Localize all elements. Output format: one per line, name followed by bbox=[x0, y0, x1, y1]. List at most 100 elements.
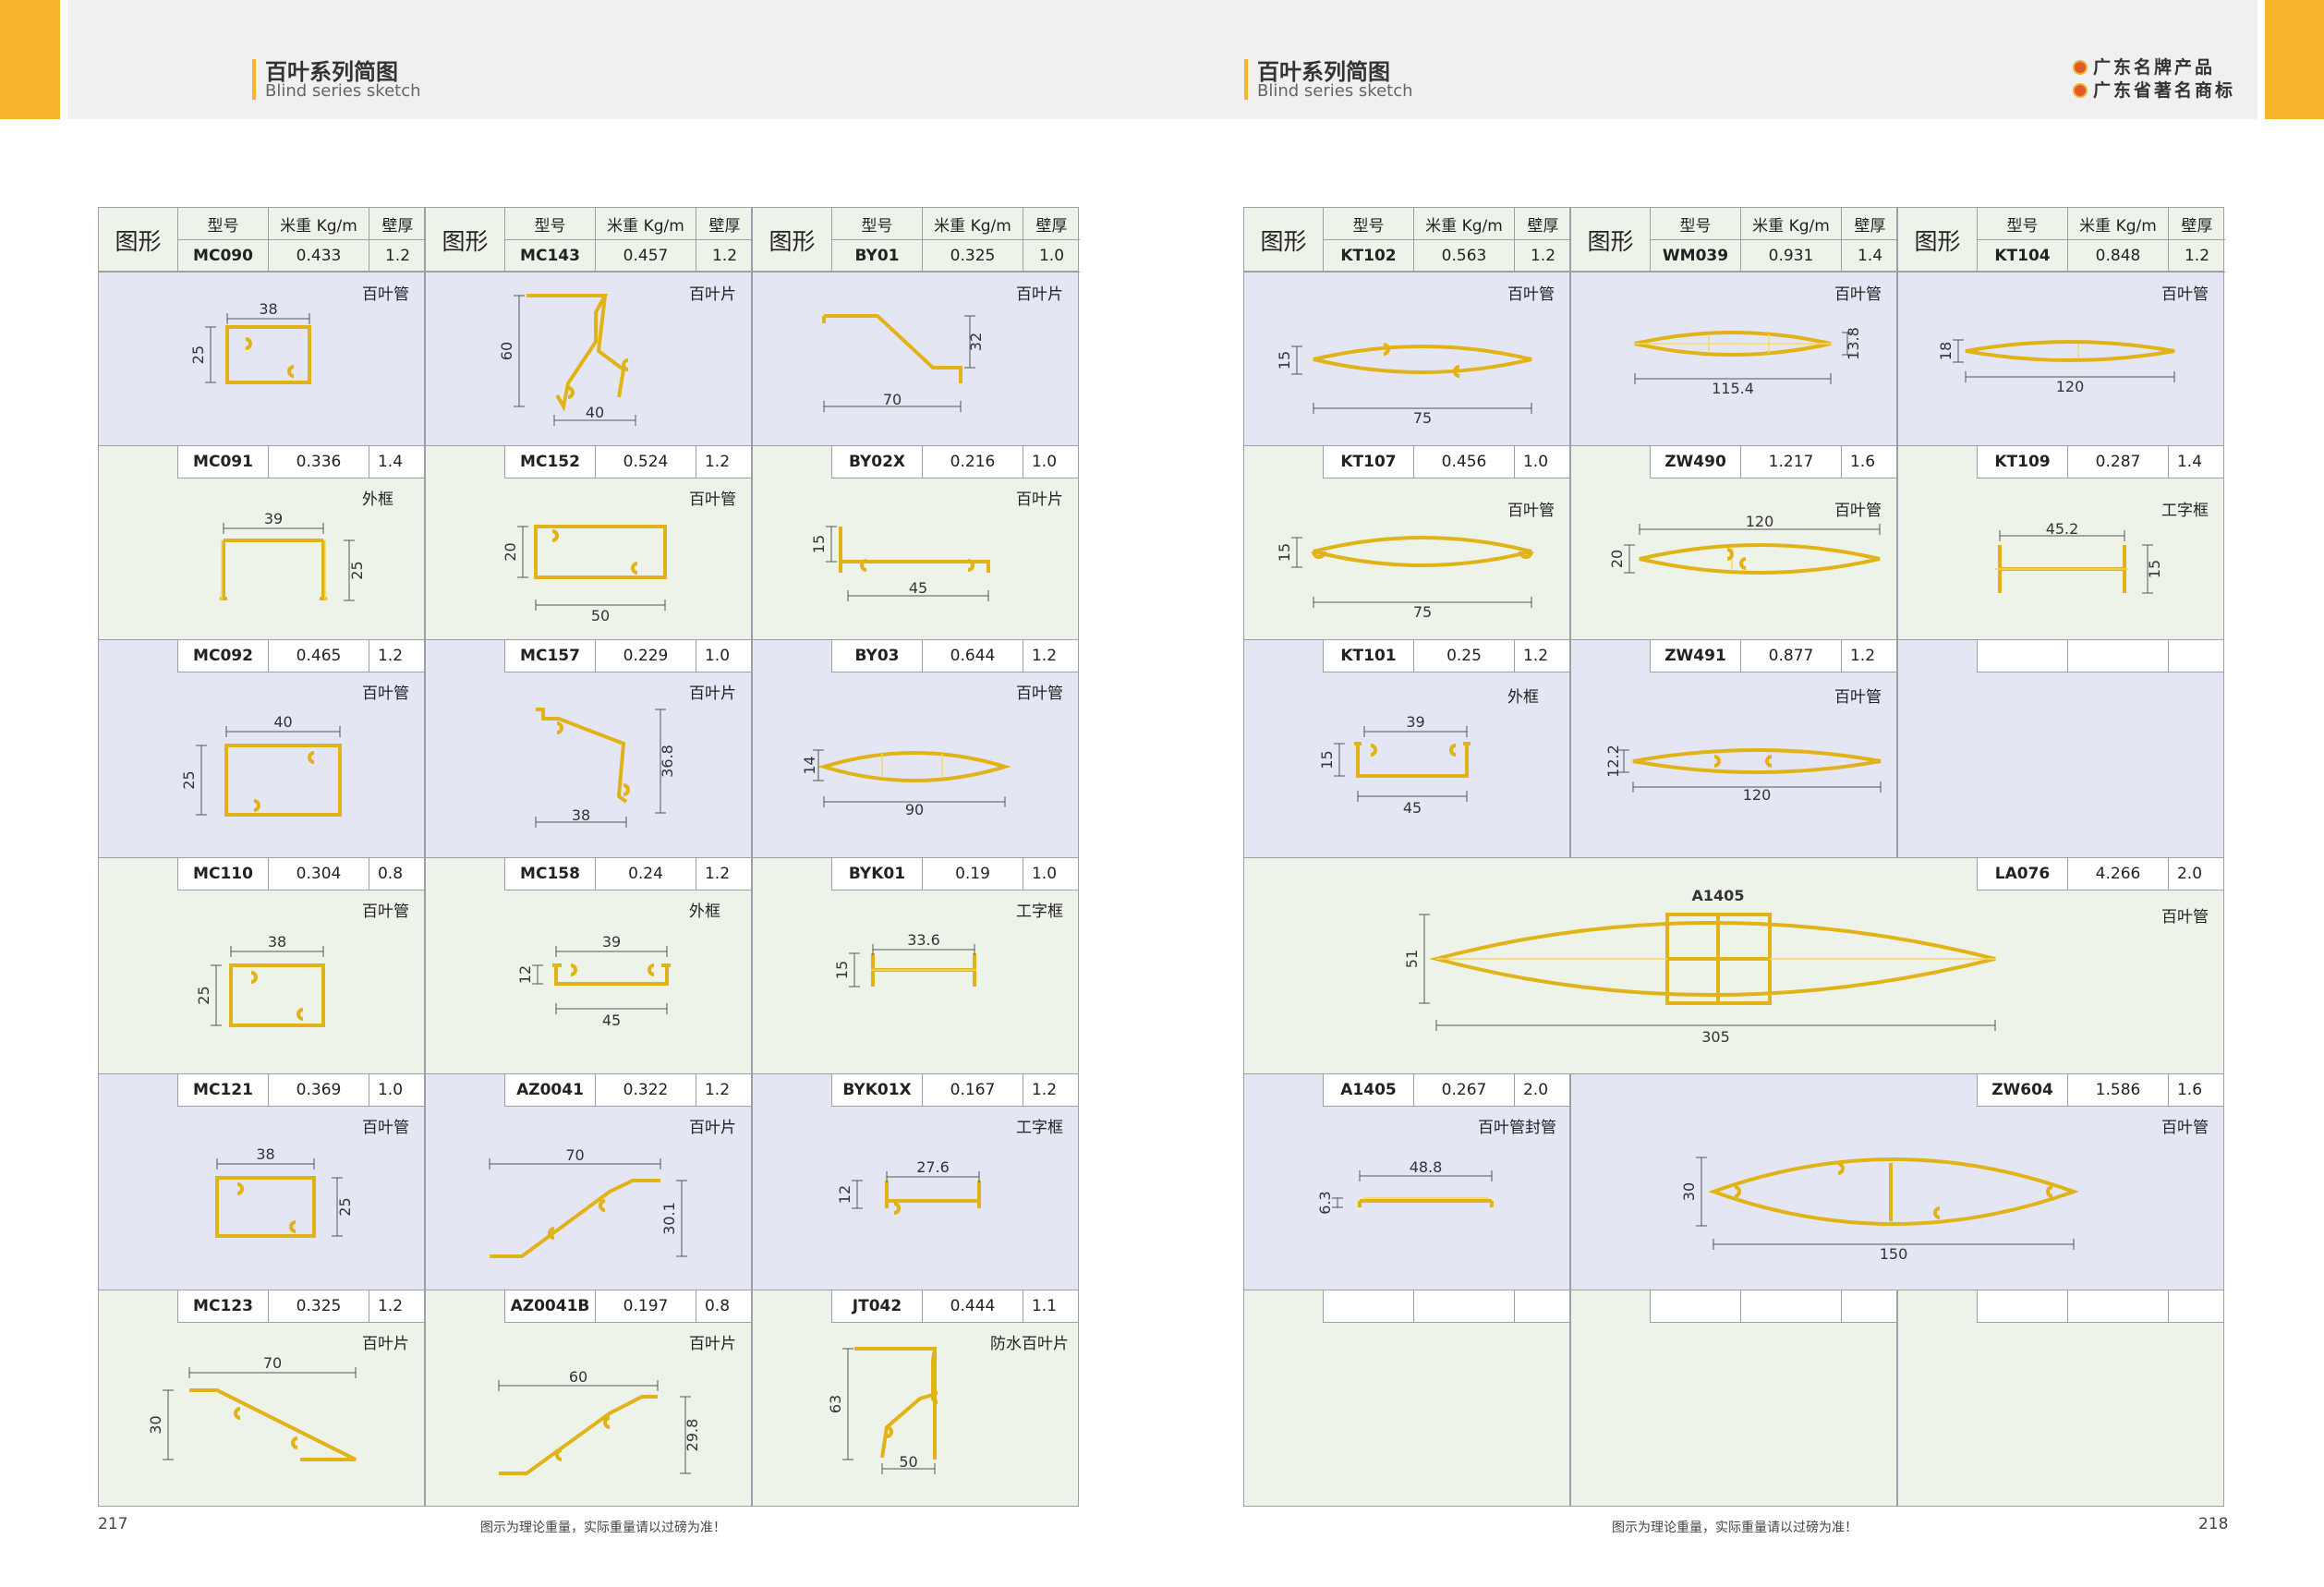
profile-outline bbox=[885, 1181, 981, 1208]
model-value: BY02X bbox=[832, 446, 923, 478]
profile-type-label: 工字框 bbox=[2161, 502, 2209, 520]
weight-value: 0.456 bbox=[1414, 446, 1515, 478]
spec-row: MC121 0.369 1.0 bbox=[177, 1073, 425, 1107]
thickness-header: 壁厚 bbox=[696, 208, 753, 240]
weight-header: 米重 Kg/m bbox=[1741, 208, 1842, 240]
table-header: 图形 型号 米重 Kg/m 壁厚 KT102 0.563 1.2 bbox=[1243, 207, 1571, 273]
model-value: MC123 bbox=[178, 1290, 269, 1322]
thickness-value: 1.2 bbox=[696, 240, 753, 273]
model-value: BYK01 bbox=[832, 858, 923, 890]
profile-type-label: 百叶管 bbox=[1834, 688, 1882, 707]
dimension-label: 115.4 bbox=[1712, 380, 1754, 397]
weight-value: 0.216 bbox=[923, 446, 1023, 478]
model-value: MC090 bbox=[178, 240, 269, 273]
dimension-label: 70 bbox=[565, 1146, 584, 1164]
table-cell bbox=[752, 1073, 1079, 1290]
table-cell bbox=[98, 639, 425, 858]
by03-profile: 90 14 bbox=[801, 749, 1011, 818]
dimension-label: 90 bbox=[905, 801, 924, 818]
model-header: 型号 bbox=[832, 208, 923, 240]
profile-outline bbox=[1632, 748, 1882, 774]
table-cell bbox=[752, 857, 1079, 1074]
dimension-label: 45 bbox=[602, 1012, 621, 1029]
dimension-label: 32 bbox=[967, 333, 985, 351]
dimension-label: 13.8 bbox=[1845, 327, 1862, 360]
profile-outline bbox=[236, 1182, 244, 1195]
weight-value: 0.267 bbox=[1414, 1074, 1515, 1106]
wm039-profile: 115.4 13.8 bbox=[1634, 327, 1862, 397]
thickness-value: 1.2 bbox=[377, 647, 404, 665]
page-number-right: 218 bbox=[2198, 1515, 2229, 1533]
profile-type-label: 百叶管 bbox=[1834, 502, 1882, 520]
thickness-value: 1.2 bbox=[1031, 1081, 1058, 1099]
profile-outline bbox=[1665, 913, 1772, 1005]
dimension-label: 6.3 bbox=[1316, 1191, 1334, 1214]
weight-header: 米重 Kg/m bbox=[2068, 208, 2169, 240]
dimension-label: 14 bbox=[801, 756, 818, 774]
weight-value: 0.877 bbox=[1741, 640, 1842, 672]
profile-outline bbox=[551, 529, 559, 542]
profile-outline bbox=[839, 527, 990, 573]
model-value: BYK01X bbox=[832, 1074, 923, 1106]
table-cell bbox=[1243, 1073, 1570, 1290]
profile-outline bbox=[225, 325, 311, 384]
spec-row: LA076 4.266 2.0 bbox=[1977, 857, 2224, 890]
dimension-label: 20 bbox=[502, 542, 519, 561]
profile-outline bbox=[1313, 536, 1532, 567]
a1405-profile: 48.8 6.3 bbox=[1316, 1158, 1494, 1215]
dimension-label: 39 bbox=[264, 510, 283, 527]
model-value: MC143 bbox=[505, 240, 596, 273]
mc157-profile: 38 36.8 bbox=[535, 708, 676, 828]
dimension-label: 15 bbox=[1276, 351, 1293, 369]
weight-value: 0.19 bbox=[923, 858, 1023, 890]
dimension-label: 15 bbox=[810, 535, 828, 553]
profile-outline bbox=[967, 559, 974, 572]
profile-type-label: 百叶管 bbox=[1507, 285, 1555, 304]
model-value: MC092 bbox=[178, 640, 269, 672]
profile-type-label: 百叶片 bbox=[1016, 285, 1063, 304]
thickness-value: 1.2 bbox=[369, 240, 426, 273]
thickness-value: 0.8 bbox=[377, 865, 404, 883]
dimension-label: 25 bbox=[348, 561, 366, 579]
accent-gap bbox=[60, 0, 67, 119]
thickness-value: 1.0 bbox=[1023, 240, 1080, 273]
profile-type-label: 外框 bbox=[689, 903, 720, 921]
profile-outline bbox=[596, 295, 626, 398]
profile-outline bbox=[1765, 755, 1773, 768]
profile-outline bbox=[229, 963, 325, 1027]
profile-type-label: 百叶管封管 bbox=[1478, 1119, 1556, 1137]
profile-outline bbox=[224, 744, 342, 817]
thickness-value: 1.6 bbox=[2176, 1081, 2203, 1099]
table-cell bbox=[752, 1290, 1079, 1507]
model-value: AZ0041B bbox=[505, 1290, 596, 1322]
spec-row: KT101 0.25 1.2 bbox=[1323, 639, 1570, 672]
kt104-profile: 120 18 bbox=[1937, 339, 2175, 395]
model-value: A1405 bbox=[1324, 1074, 1414, 1106]
profile-type-label: 百叶管 bbox=[1507, 502, 1555, 520]
brand-badge-2: 广东省著名商标 bbox=[2073, 77, 2235, 102]
spec-row: A1405 0.267 2.0 bbox=[1323, 1073, 1570, 1107]
mc158-profile: 39 45 12 bbox=[516, 933, 671, 1029]
table-cell bbox=[425, 1290, 752, 1507]
thickness-value: 1.2 bbox=[1522, 647, 1549, 665]
profile-type-label: 百叶管 bbox=[362, 1119, 409, 1137]
profile-outline bbox=[287, 365, 295, 378]
weight-value: 1.217 bbox=[1741, 446, 1842, 478]
weight-value: 0.325 bbox=[269, 1290, 369, 1322]
dimension-label: 39 bbox=[602, 933, 621, 951]
table-header: 图形 型号 米重 Kg/m 壁厚 MC143 0.457 1.2 bbox=[425, 207, 753, 273]
profile-outline bbox=[297, 1008, 304, 1021]
thickness-value: 1.2 bbox=[1515, 240, 1571, 273]
profile-type-label: 百叶管 bbox=[2161, 908, 2209, 927]
profile-type-label: 百叶管 bbox=[2161, 285, 2209, 304]
mc152-profile: 50 20 bbox=[502, 525, 667, 624]
dimension-label: 25 bbox=[336, 1197, 354, 1216]
dimension-label: 15 bbox=[1318, 750, 1336, 769]
dimension-label: 75 bbox=[1413, 409, 1432, 427]
profile-outline bbox=[555, 1448, 563, 1461]
profile-type-label: 百叶片 bbox=[689, 1335, 736, 1353]
model-value: LA076 bbox=[1978, 858, 2068, 890]
thickness-value: 2.0 bbox=[2176, 865, 2203, 883]
weight-header: 米重 Kg/m bbox=[269, 208, 369, 240]
footer-note-left: 图示为理论重量，实际重量请以过磅为准！ bbox=[480, 1520, 726, 1535]
